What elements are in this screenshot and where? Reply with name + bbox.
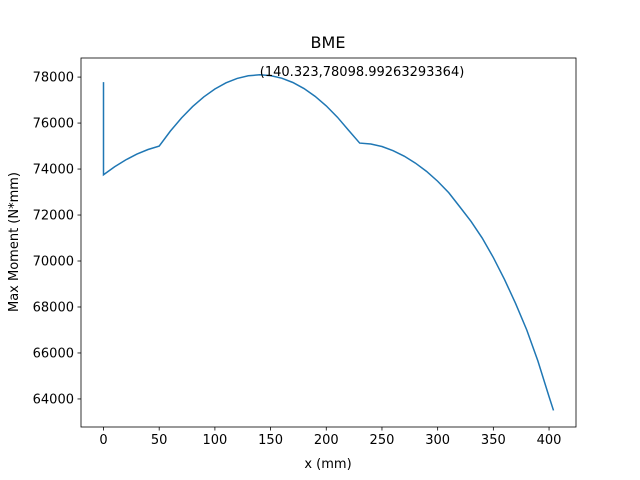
y-tick-label: 72000: [33, 209, 74, 224]
x-tick-label: 350: [481, 433, 506, 448]
x-tick-label: 100: [202, 433, 227, 448]
x-axis-label: x (mm): [304, 457, 351, 472]
line-series: [102, 74, 555, 411]
y-tick-label: 78000: [33, 71, 74, 86]
plot-frame: [80, 57, 577, 428]
x-tick-label: 0: [99, 433, 107, 448]
x-tick-label: 300: [425, 433, 450, 448]
x-tick-label: 50: [151, 433, 168, 448]
y-tick-label: 68000: [33, 300, 74, 315]
chart-title: BME: [311, 33, 346, 52]
x-tick-label: 400: [537, 433, 562, 448]
y-tick-label: 64000: [33, 392, 74, 407]
y-axis-label: Max Moment (N*mm): [7, 172, 22, 312]
y-tick-label: 66000: [33, 346, 74, 361]
x-tick-label: 250: [370, 433, 395, 448]
y-tick-label: 74000: [33, 163, 74, 178]
y-tick-label: 70000: [33, 255, 74, 270]
y-tick-label: 76000: [33, 117, 74, 132]
x-tick-label: 200: [314, 433, 339, 448]
annotation: (140.323,78098.99263293364): [260, 65, 465, 80]
x-tick-label: 150: [258, 433, 283, 448]
